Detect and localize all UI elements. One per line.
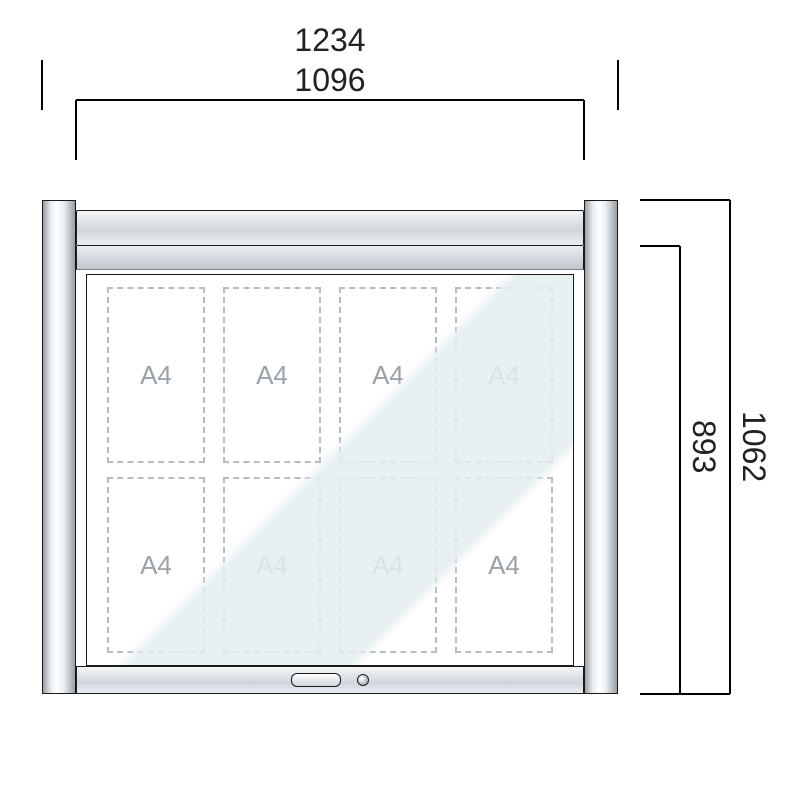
a4-sheet: A4 (223, 287, 321, 463)
a4-sheet: A4 (455, 477, 553, 653)
frame-top-accent (76, 246, 584, 270)
handle-icon (291, 673, 341, 687)
a4-sheet: A4 (339, 287, 437, 463)
display-case: A4A4A4A4A4A4A4A4 (42, 200, 618, 694)
a4-sheet: A4 (339, 477, 437, 653)
a4-sheet: A4 (107, 287, 205, 463)
a4-sheet: A4 (107, 477, 205, 653)
display-window: A4A4A4A4A4A4A4A4 (86, 274, 574, 666)
a4-sheet: A4 (455, 287, 553, 463)
frame-top-rail (76, 210, 584, 246)
technical-drawing: 1234 1096 893 1062 (0, 0, 800, 800)
frame-post-right (584, 200, 618, 694)
frame-post-left (42, 200, 76, 694)
lock-icon (357, 674, 369, 686)
sheet-grid: A4A4A4A4A4A4A4A4 (107, 287, 553, 653)
frame-bottom-rail (76, 666, 584, 694)
a4-sheet: A4 (223, 477, 321, 653)
